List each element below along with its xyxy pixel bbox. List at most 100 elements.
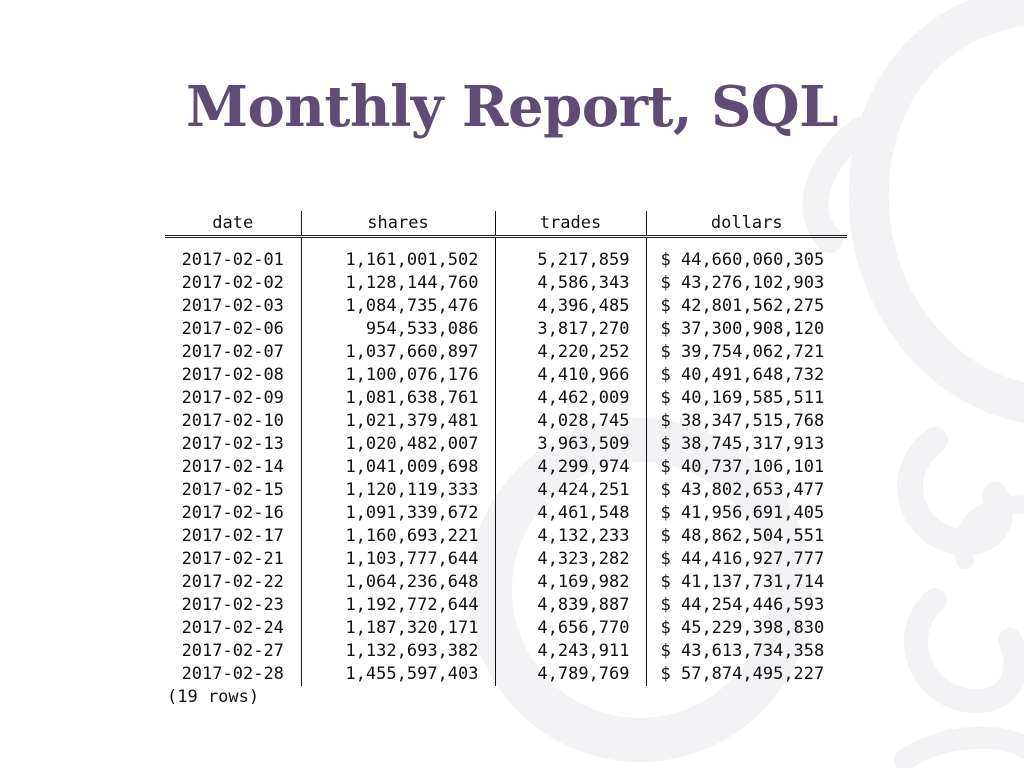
table-row: 2017-02-01 1,161,001,502 5,217,859 $ 44,660…: [165, 236, 847, 272]
table-row: 2017-02-06 954,533,086 3,817,270 $ 37,300,9…: [165, 318, 847, 341]
cell-dollars: $ 44,660,060,305: [645, 236, 847, 272]
cell-dollars: $ 43,276,102,903: [645, 272, 847, 295]
cell-shares: 954,533,086: [300, 318, 495, 341]
cell-shares: 1,081,638,761: [300, 387, 495, 410]
cell-date: 2017-02-01: [181, 250, 284, 270]
header-row: date shares trades dollars: [165, 211, 847, 238]
row-count: (19 rows): [167, 687, 260, 707]
table-row: 2017-02-13 1,020,482,007 3,963,509 $ 38,745…: [165, 433, 847, 456]
column-header-trades: trades: [494, 211, 646, 238]
cell-trades: 4,323,282: [494, 548, 646, 571]
cell-dollars: $ 44,254,446,593: [645, 594, 847, 617]
result-table: date shares trades dollars 2017-02-01 1,1…: [165, 211, 847, 686]
cell-trades: 4,299,974: [494, 456, 646, 479]
cell-trades: 4,220,252: [494, 341, 646, 364]
cell-shares: 1,120,119,333: [300, 479, 495, 502]
table-row: 2017-02-07 1,037,660,897 4,220,252 $ 39,754…: [165, 341, 847, 364]
cell-trades: 4,462,009: [494, 387, 646, 410]
cell-trades: 4,586,343: [494, 272, 646, 295]
cell-trades: 3,817,270: [494, 318, 646, 341]
cell-date: 2017-02-22: [181, 572, 284, 592]
table-row: 2017-02-10 1,021,379,481 4,028,745 $ 38,347…: [165, 410, 847, 433]
cell-trades: 4,461,548: [494, 502, 646, 525]
query-result: date shares trades dollars 2017-02-01 1,1…: [165, 211, 847, 708]
cell-date: 2017-02-09: [181, 388, 284, 408]
cell-shares: 1,187,320,171: [300, 617, 495, 640]
cell-date: 2017-02-13: [181, 434, 284, 454]
cell-date: 2017-02-27: [181, 641, 284, 661]
cell-trades: 3,963,509: [494, 433, 646, 456]
cell-trades: 4,243,911: [494, 640, 646, 663]
cell-dollars: $ 42,801,562,275: [645, 295, 847, 318]
cell-date: 2017-02-10: [181, 411, 284, 431]
column-header-shares: shares: [300, 211, 495, 238]
column-header-dollars: dollars: [645, 211, 847, 238]
cell-shares: 1,103,777,644: [300, 548, 495, 571]
cell-dollars: $ 39,754,062,721: [645, 341, 847, 364]
cell-trades: 4,656,770: [494, 617, 646, 640]
cell-shares: 1,128,144,760: [300, 272, 495, 295]
cell-shares: 1,084,735,476: [300, 295, 495, 318]
cell-trades: 4,169,982: [494, 571, 646, 594]
table-row: 2017-02-15 1,120,119,333 4,424,251 $ 43,802…: [165, 479, 847, 502]
cell-trades: 4,424,251: [494, 479, 646, 502]
table-row: 2017-02-21 1,103,777,644 4,323,282 $ 44,416…: [165, 548, 847, 571]
cell-trades: 4,132,233: [494, 525, 646, 548]
cell-dollars: $ 43,802,653,477: [645, 479, 847, 502]
table-row: 2017-02-28 1,455,597,403 4,789,769 $ 57,874…: [165, 663, 847, 686]
cell-shares: 1,161,001,502: [300, 236, 495, 272]
cell-trades: 5,217,859: [494, 236, 646, 272]
cell-dollars: $ 40,491,648,732: [645, 364, 847, 387]
table-row: 2017-02-14 1,041,009,698 4,299,974 $ 40,737…: [165, 456, 847, 479]
cell-dollars: $ 40,737,106,101: [645, 456, 847, 479]
cell-dollars: $ 43,613,734,358: [645, 640, 847, 663]
table-row: 2017-02-22 1,064,236,648 4,169,982 $ 41,137…: [165, 571, 847, 594]
cell-date: 2017-02-03: [181, 296, 284, 316]
cell-dollars: $ 41,956,691,405: [645, 502, 847, 525]
table-row: 2017-02-03 1,084,735,476 4,396,485 $ 42,801…: [165, 295, 847, 318]
cell-dollars: $ 57,874,495,227: [645, 663, 847, 686]
table-row: 2017-02-16 1,091,339,672 4,461,548 $ 41,956…: [165, 502, 847, 525]
table-row: 2017-02-24 1,187,320,171 4,656,770 $ 45,229…: [165, 617, 847, 640]
cell-shares: 1,064,236,648: [300, 571, 495, 594]
cell-dollars: $ 38,745,317,913: [645, 433, 847, 456]
cell-shares: 1,037,660,897: [300, 341, 495, 364]
cell-date: 2017-02-08: [181, 365, 284, 385]
cell-date: 2017-02-02: [181, 273, 284, 293]
table-row: 2017-02-08 1,100,076,176 4,410,966 $ 40,491…: [165, 364, 847, 387]
cell-dollars: $ 40,169,585,511: [645, 387, 847, 410]
table-row: 2017-02-02 1,128,144,760 4,586,343 $ 43,276…: [165, 272, 847, 295]
cell-shares: 1,091,339,672: [300, 502, 495, 525]
cell-date: 2017-02-21: [181, 549, 284, 569]
cell-date: 2017-02-16: [181, 503, 284, 523]
table-row: 2017-02-17 1,160,693,221 4,132,233 $ 48,862…: [165, 525, 847, 548]
table-row: 2017-02-27 1,132,693,382 4,243,911 $ 43,613…: [165, 640, 847, 663]
table-row: 2017-02-23 1,192,772,644 4,839,887 $ 44,254…: [165, 594, 847, 617]
cell-date: 2017-02-06: [181, 319, 284, 339]
cell-shares: 1,160,693,221: [300, 525, 495, 548]
cell-date: 2017-02-28: [181, 664, 284, 684]
cell-dollars: $ 41,137,731,714: [645, 571, 847, 594]
cell-shares: 1,132,693,382: [300, 640, 495, 663]
cell-trades: 4,789,769: [494, 663, 646, 686]
cell-dollars: $ 38,347,515,768: [645, 410, 847, 433]
cell-date: 2017-02-14: [181, 457, 284, 477]
cell-shares: 1,455,597,403: [300, 663, 495, 686]
cell-shares: 1,020,482,007: [300, 433, 495, 456]
cell-trades: 4,410,966: [494, 364, 646, 387]
cell-date: 2017-02-23: [181, 595, 284, 615]
cell-dollars: $ 45,229,398,830: [645, 617, 847, 640]
cell-dollars: $ 37,300,908,120: [645, 318, 847, 341]
cell-trades: 4,028,745: [494, 410, 646, 433]
table-row: 2017-02-09 1,081,638,761 4,462,009 $ 40,169…: [165, 387, 847, 410]
cell-trades: 4,839,887: [494, 594, 646, 617]
cell-shares: 1,041,009,698: [300, 456, 495, 479]
cell-shares: 1,021,379,481: [300, 410, 495, 433]
cell-dollars: $ 44,416,927,777: [645, 548, 847, 571]
column-header-date: date: [165, 211, 301, 238]
cell-date: 2017-02-17: [181, 526, 284, 546]
cell-dollars: $ 48,862,504,551: [645, 525, 847, 548]
cell-trades: 4,396,485: [494, 295, 646, 318]
cell-date: 2017-02-07: [181, 342, 284, 362]
